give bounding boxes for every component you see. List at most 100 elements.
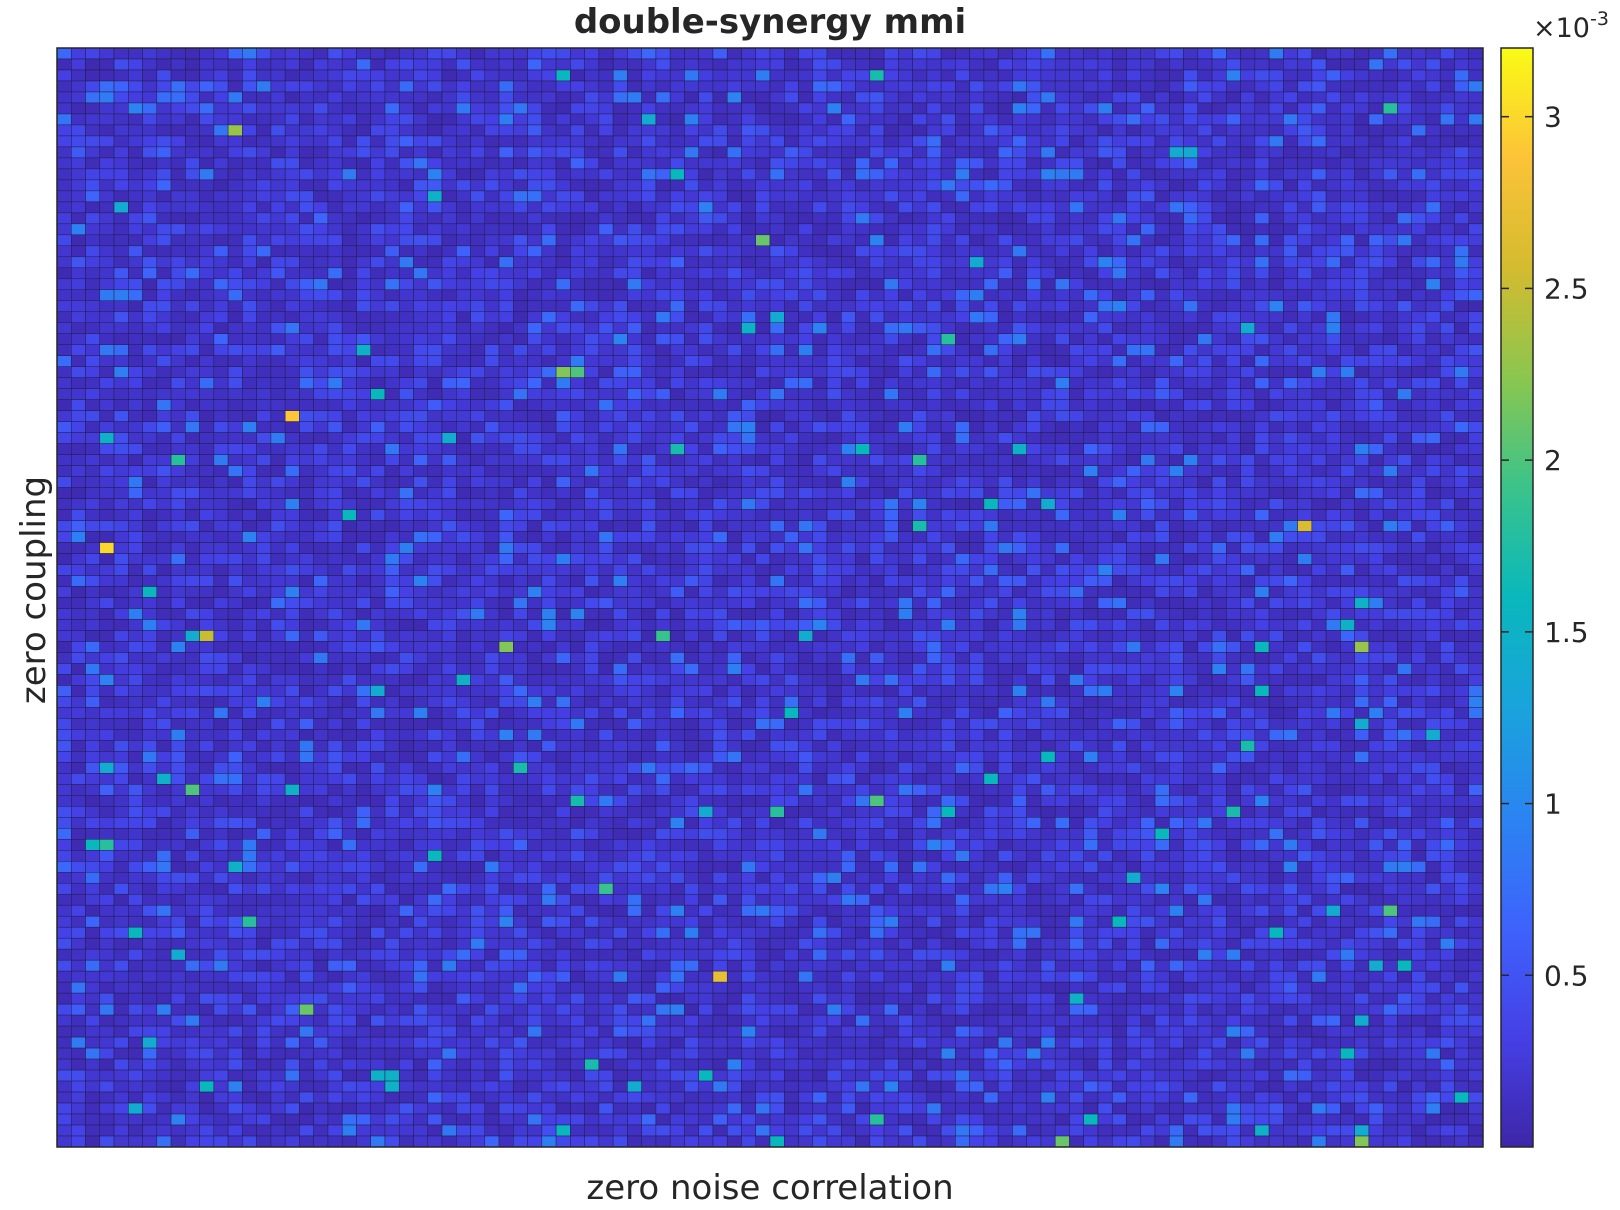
heatmap-cell — [997, 179, 1013, 192]
heatmap-cell — [1040, 69, 1056, 82]
heatmap-cell — [869, 91, 885, 104]
heatmap-cell — [313, 190, 329, 203]
heatmap-cell — [698, 388, 714, 400]
heatmap-cell — [555, 179, 571, 192]
heatmap-cell — [427, 234, 443, 247]
heatmap-cell — [1311, 476, 1327, 488]
heatmap-cell — [898, 564, 913, 576]
heatmap-cell — [1097, 553, 1113, 565]
heatmap-cell — [170, 179, 186, 192]
heatmap-cell — [513, 91, 528, 104]
heatmap-cell — [85, 47, 101, 60]
heatmap-cell — [627, 366, 642, 378]
heatmap-cell — [712, 69, 728, 82]
heatmap-cell — [71, 388, 86, 400]
heatmap-cell — [413, 531, 429, 543]
heatmap-cell — [755, 432, 771, 444]
heatmap-cell — [1126, 245, 1142, 258]
heatmap-cell — [1211, 487, 1227, 499]
heatmap-cell — [769, 498, 785, 510]
heatmap-cell — [527, 311, 543, 324]
heatmap-cell — [113, 179, 129, 192]
heatmap-cell — [413, 311, 429, 324]
heatmap-cell — [513, 377, 528, 389]
heatmap-cell — [570, 498, 585, 510]
heatmap-cell — [1083, 157, 1099, 170]
heatmap-cell — [1069, 157, 1084, 170]
heatmap-cell — [955, 476, 970, 488]
heatmap-cell — [142, 179, 158, 192]
heatmap-cell — [284, 179, 300, 192]
heatmap-cell — [185, 300, 200, 313]
heatmap-cell — [655, 278, 671, 291]
heatmap-cell — [341, 91, 357, 104]
heatmap-cell — [1211, 278, 1227, 291]
heatmap-cell — [541, 47, 557, 60]
heatmap-cell — [213, 333, 229, 345]
heatmap-cell — [1254, 421, 1270, 433]
heatmap-cell — [1211, 377, 1227, 389]
heatmap-cell — [627, 300, 642, 313]
heatmap-cell — [284, 476, 300, 488]
heatmap-cell — [898, 135, 913, 148]
heatmap-cell — [1268, 476, 1284, 488]
heatmap-cell — [784, 102, 799, 115]
heatmap-cell — [142, 377, 158, 389]
heatmap-cell — [527, 465, 543, 477]
heatmap-cell — [71, 201, 86, 214]
heatmap-cell — [669, 553, 685, 565]
heatmap-cell — [242, 531, 257, 543]
heatmap-cell — [99, 399, 115, 411]
heatmap-cell — [983, 553, 999, 565]
heatmap-cell — [142, 355, 158, 367]
heatmap-cell — [1111, 267, 1127, 280]
heatmap-cell — [313, 454, 329, 466]
heatmap-cell — [56, 344, 72, 356]
heatmap-cell — [527, 586, 543, 598]
heatmap-cell — [1126, 80, 1142, 93]
heatmap-cell — [1069, 113, 1084, 126]
heatmap-cell — [784, 300, 799, 313]
heatmap-cell — [313, 135, 329, 148]
heatmap-cell — [741, 157, 756, 170]
heatmap-cell — [1069, 245, 1084, 258]
heatmap-cell — [812, 190, 828, 203]
heatmap-cell — [1012, 344, 1027, 356]
heatmap-cell — [85, 69, 101, 82]
heatmap-cell — [498, 575, 514, 587]
heatmap-cell — [1425, 124, 1441, 137]
heatmap-cell — [1254, 487, 1270, 499]
heatmap-cell — [726, 146, 742, 159]
heatmap-cell — [755, 454, 771, 466]
heatmap-cell — [1268, 333, 1284, 345]
heatmap-cell — [1254, 311, 1270, 324]
heatmap-cell — [284, 575, 300, 587]
heatmap-cell — [969, 223, 985, 236]
heatmap-cell — [484, 498, 500, 510]
heatmap-cell — [826, 289, 842, 302]
heatmap-cell — [769, 344, 785, 356]
heatmap-cell — [284, 465, 300, 477]
heatmap-cell — [926, 531, 942, 543]
heatmap-cell — [113, 245, 129, 258]
heatmap-cell — [926, 135, 942, 148]
heatmap-cell — [156, 135, 172, 148]
heatmap-cell — [898, 69, 913, 82]
heatmap-cell — [1097, 278, 1113, 291]
heatmap-cell — [1111, 278, 1127, 291]
heatmap-cell — [912, 520, 928, 532]
heatmap-cell — [498, 476, 514, 488]
heatmap-cell — [1354, 542, 1370, 554]
heatmap-cell — [1240, 388, 1256, 400]
heatmap-cell — [1240, 223, 1256, 236]
heatmap-cell — [1254, 322, 1270, 334]
heatmap-cell — [669, 465, 685, 477]
heatmap-cell — [1468, 212, 1484, 225]
heatmap-cell — [1083, 388, 1099, 400]
heatmap-cell — [541, 443, 557, 455]
heatmap-cell — [1111, 289, 1127, 302]
heatmap-cell — [341, 245, 357, 258]
heatmap-cell — [1254, 564, 1270, 576]
heatmap-cell — [1311, 102, 1327, 115]
heatmap-cell — [256, 344, 272, 356]
